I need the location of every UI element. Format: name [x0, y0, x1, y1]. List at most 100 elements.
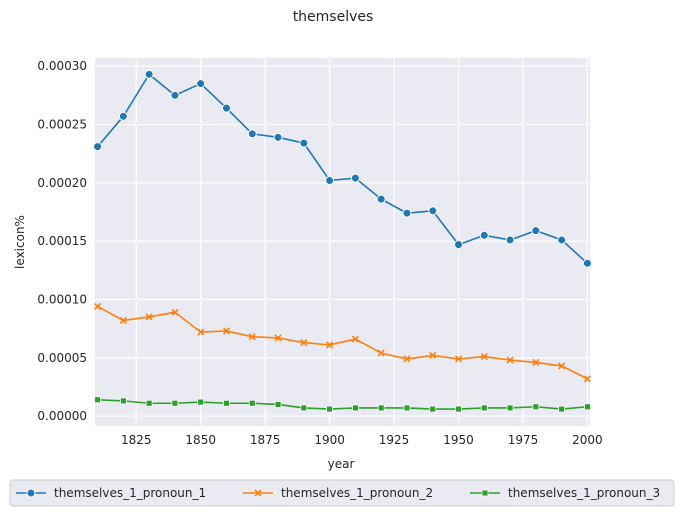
data-point — [558, 362, 566, 370]
y-tick-label: 0.00015 — [37, 234, 87, 248]
data-point-stroke — [274, 334, 282, 342]
data-point — [454, 355, 463, 363]
data-point — [531, 226, 541, 236]
data-point — [480, 404, 488, 412]
x-tick-label: 1975 — [508, 433, 539, 447]
data-point — [532, 358, 540, 366]
legend-swatch-marker — [254, 489, 262, 497]
data-point — [429, 351, 437, 359]
data-point-stroke — [351, 335, 359, 343]
data-point — [505, 235, 515, 245]
series-line — [97, 305, 588, 380]
legend-swatch-marker — [26, 488, 36, 498]
data-point — [171, 308, 179, 316]
data-point — [325, 175, 335, 185]
y-tick-label: 0.00005 — [37, 351, 87, 365]
data-point-stroke — [532, 358, 540, 366]
chart-title: themselves — [293, 9, 374, 25]
data-point — [273, 132, 283, 142]
legend: themselves_1_pronoun_1 themselves_1_prono… — [9, 479, 675, 507]
data-point — [326, 405, 334, 413]
data-point — [454, 240, 464, 250]
data-point-stroke — [583, 375, 591, 383]
x-axis-ticks: 1825 1850 1875 1900 1925 1950 1975 2000 — [121, 433, 603, 447]
data-point — [196, 79, 206, 89]
data-point — [377, 404, 385, 412]
data-point — [402, 208, 412, 218]
y-axis-label: lexicon% — [13, 215, 27, 269]
data-point-stroke — [94, 302, 102, 311]
data-point — [584, 403, 591, 411]
data-point — [299, 138, 309, 148]
data-point — [351, 404, 359, 412]
data-point — [351, 335, 359, 343]
data-point — [403, 404, 411, 412]
legend-frame — [9, 479, 675, 507]
series-1 — [93, 69, 592, 268]
data-point — [403, 355, 411, 363]
legend-entry-label: themselves_1_pronoun_3 — [508, 486, 660, 500]
data-point — [197, 398, 205, 406]
x-tick-label: 1950 — [443, 433, 474, 447]
data-point — [479, 230, 489, 240]
y-tick-label: 0.00010 — [37, 292, 87, 306]
data-point — [429, 405, 437, 413]
data-point — [350, 173, 360, 183]
y-axis-ticks: 0.00000 0.00005 0.00010 0.00015 0.00020 0.000… — [37, 59, 87, 423]
data-point-stroke — [248, 333, 256, 341]
data-point — [326, 341, 334, 349]
data-point — [223, 399, 230, 407]
series-2 — [94, 302, 591, 383]
data-point — [558, 405, 566, 413]
data-point — [480, 353, 488, 361]
data-point — [171, 399, 179, 407]
data-point — [119, 397, 127, 405]
data-point — [300, 404, 308, 412]
data-point — [377, 349, 385, 357]
data-point — [170, 90, 180, 100]
y-tick-label: 0.00025 — [37, 117, 87, 131]
x-tick-label: 1900 — [314, 433, 345, 447]
data-point — [197, 328, 205, 336]
data-point — [376, 194, 386, 204]
legend-swatch-marker-stroke — [254, 489, 262, 497]
data-point — [145, 313, 153, 321]
data-point — [532, 403, 540, 411]
series-layer — [93, 69, 592, 413]
data-point-stroke — [222, 327, 231, 335]
data-point — [221, 103, 231, 113]
data-point-stroke — [145, 313, 153, 321]
y-tick-label: 0.00030 — [37, 59, 87, 73]
data-point — [248, 399, 256, 407]
data-point — [274, 334, 282, 342]
data-point — [506, 356, 514, 364]
legend-entry-label: themselves_1_pronoun_1 — [54, 486, 206, 500]
data-point-stroke — [326, 341, 334, 349]
plot-area — [95, 58, 590, 426]
x-tick-label: 1925 — [379, 433, 410, 447]
data-point — [93, 142, 103, 152]
y-tick-label: 0.00020 — [37, 176, 87, 190]
data-point-stroke — [558, 362, 566, 370]
data-point — [118, 111, 128, 121]
data-point — [144, 69, 154, 79]
data-point — [94, 396, 101, 404]
data-point-stroke — [119, 316, 127, 325]
x-tick-label: 2000 — [572, 433, 603, 447]
data-point — [222, 327, 231, 335]
data-point-stroke — [300, 339, 308, 347]
data-point — [506, 404, 514, 412]
legend-entry-label: themselves_1_pronoun_2 — [281, 486, 433, 500]
x-axis-label: year — [328, 457, 355, 471]
data-point — [300, 339, 308, 347]
data-point — [274, 401, 282, 408]
series-line — [97, 398, 588, 410]
data-point — [247, 129, 257, 139]
data-point — [145, 399, 153, 407]
data-point-stroke — [377, 349, 385, 357]
x-tick-label: 1875 — [250, 433, 281, 447]
data-point-stroke — [171, 308, 179, 316]
data-point — [428, 206, 438, 216]
data-point-stroke — [480, 353, 488, 361]
